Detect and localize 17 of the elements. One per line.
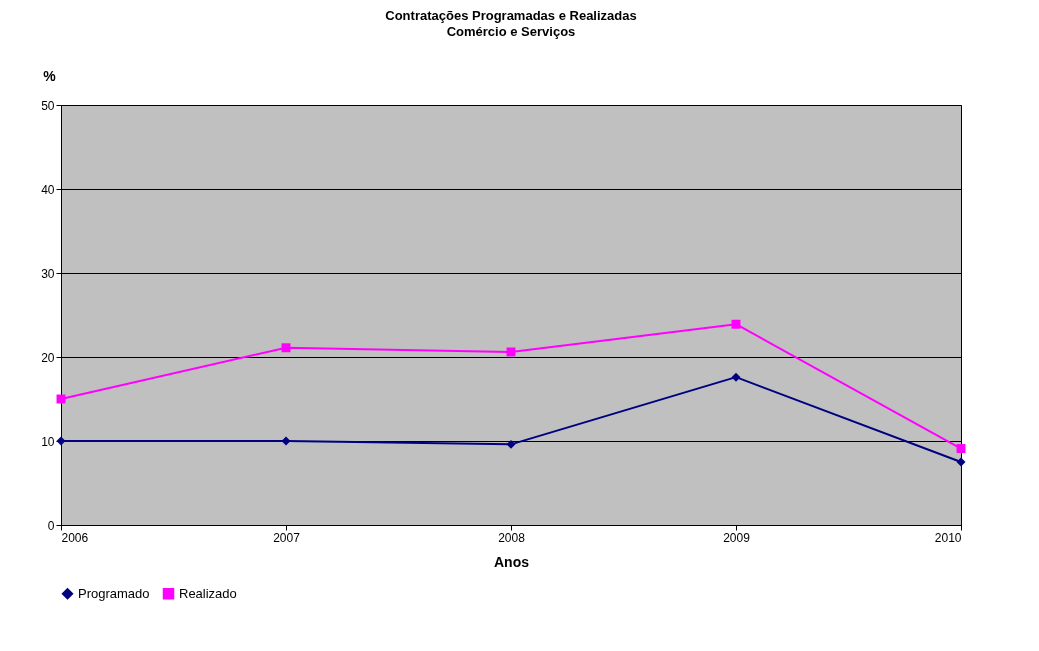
x-tick-label: 2009 xyxy=(723,530,751,545)
chart-title: Contratações Programadas e Realizadas xyxy=(385,8,637,23)
y-tick-label: 30 xyxy=(41,266,55,281)
x-tick-label: 2007 xyxy=(273,530,301,545)
chart-subtitle: Comércio e Serviços xyxy=(446,24,576,39)
legend-label: Programado xyxy=(78,585,150,601)
x-tick-label: 2006 xyxy=(61,530,89,545)
y-tick-label: 40 xyxy=(41,182,55,197)
x-tick-label: 2010 xyxy=(934,530,962,545)
y-tick-label: 0 xyxy=(47,518,55,533)
y-tick-label: 50 xyxy=(41,98,55,113)
x-tick-label: 2008 xyxy=(498,530,526,545)
y-axis-title: % xyxy=(43,67,57,84)
x-axis-title: Anos xyxy=(494,553,530,570)
y-tick-label: 20 xyxy=(41,350,55,365)
legend-label: Realizado xyxy=(179,585,237,601)
y-tick-label: 10 xyxy=(41,434,55,449)
